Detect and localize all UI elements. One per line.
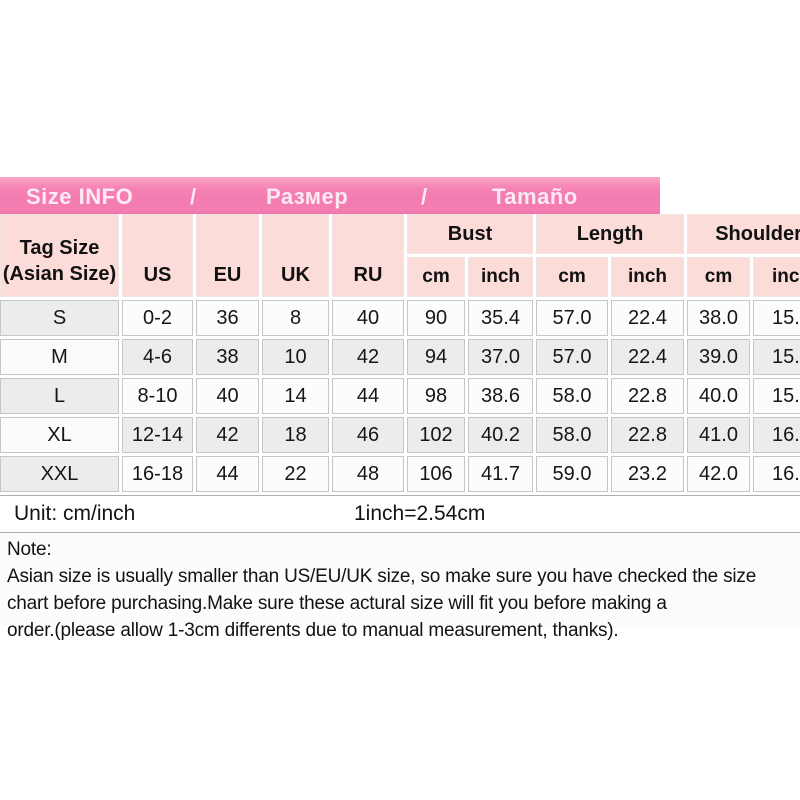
cell-uk: 14 xyxy=(262,378,329,414)
cell-bust-inch: 41.7 xyxy=(468,456,534,492)
table-row-xxl: XXL 16-18 44 22 48 106 41.7 59.0 23.2 42… xyxy=(0,456,800,492)
cell-ru: 46 xyxy=(332,417,404,453)
cell-length-inch: 22.8 xyxy=(611,378,685,414)
cell-uk: 10 xyxy=(262,339,329,375)
header-us: US xyxy=(122,214,193,297)
cell-uk: 22 xyxy=(262,456,329,492)
cell-shoulder-inch: 15.7 xyxy=(753,378,800,414)
table-row-l: L 8-10 40 14 44 98 38.6 58.0 22.8 40.0 1… xyxy=(0,378,800,414)
cell-length-inch: 22.4 xyxy=(611,339,685,375)
cell-eu: 40 xyxy=(196,378,259,414)
cell-eu: 42 xyxy=(196,417,259,453)
cell-bust-cm: 94 xyxy=(407,339,465,375)
cell-shoulder-cm: 38.0 xyxy=(687,300,751,336)
banner-separator: / xyxy=(421,184,428,209)
unit-label: Unit: cm/inch xyxy=(14,502,136,525)
cell-bust-cm: 106 xyxy=(407,456,465,492)
cell-ru: 48 xyxy=(332,456,404,492)
note-line: Asian size is usually smaller than US/EU… xyxy=(7,566,757,587)
cell-us: 0-2 xyxy=(122,300,193,336)
cell-length-cm: 58.0 xyxy=(536,378,609,414)
header-tag-size: Tag Size (Asian Size) xyxy=(0,214,119,297)
table-row-m: M 4-6 38 10 42 94 37.0 57.0 22.4 39.0 15… xyxy=(0,339,800,375)
header-tag-size-line1: Tag Size xyxy=(19,237,100,259)
cell-bust-inch: 35.4 xyxy=(468,300,534,336)
cell-shoulder-inch: 16.1 xyxy=(753,417,800,453)
header-shoulder-inch: inch xyxy=(753,257,800,297)
cell-shoulder-cm: 41.0 xyxy=(687,417,751,453)
banner-title-en: Size INFO xyxy=(26,184,134,209)
header-uk: UK xyxy=(262,214,329,297)
note-line: chart before purchasing.Make sure these … xyxy=(7,593,667,614)
cell-shoulder-cm: 42.0 xyxy=(687,456,751,492)
cell-shoulder-inch: 15.4 xyxy=(753,339,800,375)
cell-us: 16-18 xyxy=(122,456,193,492)
note-section: Note: Asian size is usually smaller than… xyxy=(0,533,800,641)
cell-shoulder-inch: 15.0 xyxy=(753,300,800,336)
header-shoulder: Shoulder xyxy=(687,214,800,254)
cell-us: 4-6 xyxy=(122,339,193,375)
unit-row: Unit: cm/inch 1inch=2.54cm xyxy=(0,495,800,533)
cell-eu: 36 xyxy=(196,300,259,336)
table-row-s: S 0-2 36 8 40 90 35.4 57.0 22.4 38.0 15.… xyxy=(0,300,800,336)
cell-tag: XL xyxy=(0,417,119,453)
cell-length-cm: 58.0 xyxy=(536,417,609,453)
cell-bust-cm: 102 xyxy=(407,417,465,453)
header-bust: Bust xyxy=(407,214,534,254)
banner-separator: / xyxy=(190,184,197,209)
header-ru: RU xyxy=(332,214,404,297)
cell-tag: XXL xyxy=(0,456,119,492)
note-label: Note: xyxy=(7,539,52,560)
cell-length-inch: 23.2 xyxy=(611,456,685,492)
unit-conversion: 1inch=2.54cm xyxy=(354,502,486,525)
header-shoulder-cm: cm xyxy=(687,257,751,297)
table-row-xl: XL 12-14 42 18 46 102 40.2 58.0 22.8 41.… xyxy=(0,417,800,453)
header-bust-inch: inch xyxy=(468,257,534,297)
cell-bust-cm: 90 xyxy=(407,300,465,336)
cell-uk: 18 xyxy=(262,417,329,453)
cell-tag: S xyxy=(0,300,119,336)
cell-length-inch: 22.8 xyxy=(611,417,685,453)
header-length-cm: cm xyxy=(536,257,609,297)
cell-length-cm: 57.0 xyxy=(536,300,609,336)
cell-shoulder-cm: 39.0 xyxy=(687,339,751,375)
cell-bust-inch: 38.6 xyxy=(468,378,534,414)
cell-ru: 44 xyxy=(332,378,404,414)
cell-length-cm: 57.0 xyxy=(536,339,609,375)
header-tag-size-line2: (Asian Size) xyxy=(2,263,117,285)
cell-uk: 8 xyxy=(262,300,329,336)
cell-us: 8-10 xyxy=(122,378,193,414)
cell-tag: L xyxy=(0,378,119,414)
cell-shoulder-inch: 16.5 xyxy=(753,456,800,492)
cell-eu: 44 xyxy=(196,456,259,492)
cell-bust-cm: 98 xyxy=(407,378,465,414)
header-length: Length xyxy=(536,214,685,254)
cell-eu: 38 xyxy=(196,339,259,375)
cell-length-cm: 59.0 xyxy=(536,456,609,492)
cell-bust-inch: 37.0 xyxy=(468,339,534,375)
cell-ru: 42 xyxy=(332,339,404,375)
cell-tag: M xyxy=(0,339,119,375)
size-info-banner: Size INFO / Размер / Tamaño xyxy=(0,177,660,214)
cell-bust-inch: 40.2 xyxy=(468,417,534,453)
size-chart-table: Tag Size (Asian Size) US EU UK RU Bust L… xyxy=(0,211,800,495)
header-eu: EU xyxy=(196,214,259,297)
cell-length-inch: 22.4 xyxy=(611,300,685,336)
header-bust-cm: cm xyxy=(407,257,465,297)
note-line: order.(please allow 1-3cm differents due… xyxy=(7,620,619,641)
banner-title-es: Tamaño xyxy=(492,184,578,209)
cell-ru: 40 xyxy=(332,300,404,336)
header-length-inch: inch xyxy=(611,257,685,297)
banner-title-ru: Размер xyxy=(266,184,349,209)
cell-us: 12-14 xyxy=(122,417,193,453)
cell-shoulder-cm: 40.0 xyxy=(687,378,751,414)
